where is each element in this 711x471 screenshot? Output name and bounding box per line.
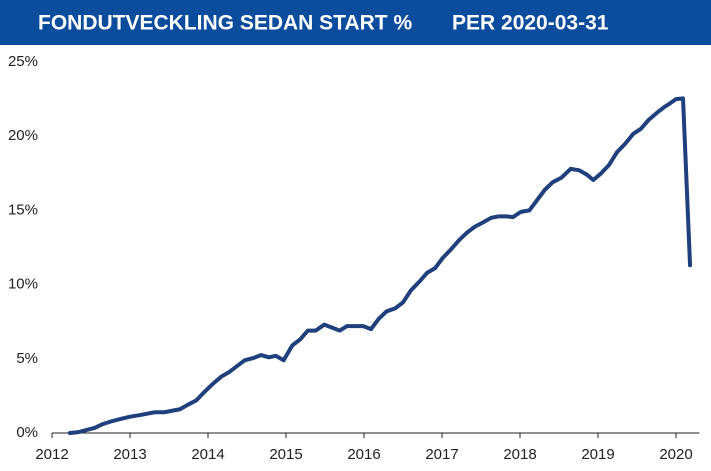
title-banner: [0, 0, 711, 45]
y-tick-label: 15%: [8, 201, 38, 218]
x-tick-label: 2015: [269, 446, 302, 463]
y-tick-label: 25%: [8, 53, 38, 70]
x-tick-label: 2017: [425, 446, 458, 463]
x-tick-label: 2020: [659, 446, 692, 463]
y-tick-label: 20%: [8, 127, 38, 144]
x-tick-label: 2014: [191, 446, 224, 463]
y-tick-label: 5%: [16, 350, 38, 367]
x-tick-label: 2019: [581, 446, 614, 463]
data-line: [67, 96, 693, 435]
x-tick-label: 2016: [347, 446, 380, 463]
chart-title: FONDUTVECKLING SEDAN START %: [38, 12, 412, 35]
chart-subtitle: PER 2020-03-31: [452, 12, 609, 35]
y-tick-label: 0%: [16, 424, 38, 441]
x-tick-label: 2012: [35, 446, 68, 463]
x-tick-label: 2013: [113, 446, 146, 463]
y-tick-label: 10%: [8, 276, 38, 293]
x-tick-label: 2018: [503, 446, 536, 463]
